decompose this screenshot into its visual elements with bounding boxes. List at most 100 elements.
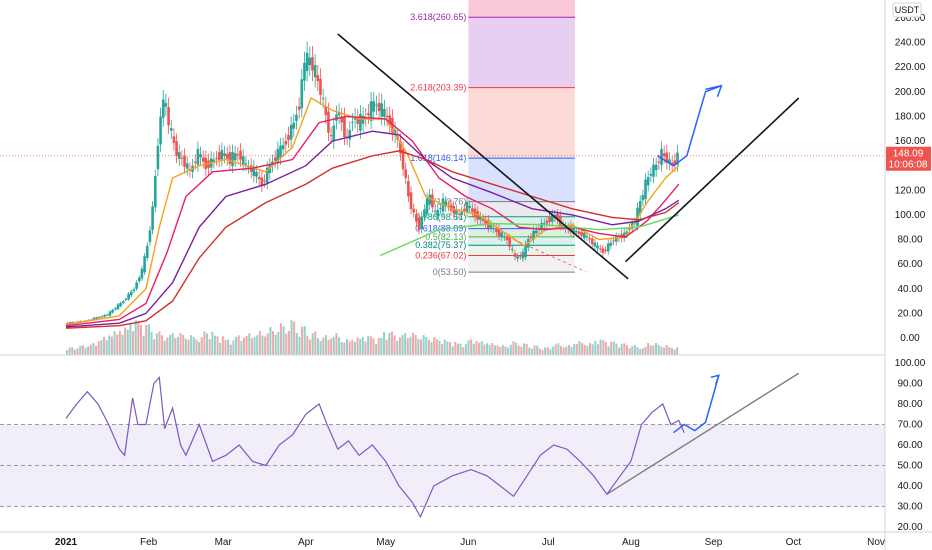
candle-body[interactable]: [460, 211, 463, 215]
candle-body[interactable]: [327, 111, 330, 133]
candle-body[interactable]: [225, 154, 229, 159]
price-projection-arrow[interactable]: [657, 84, 722, 167]
candle-body[interactable]: [180, 157, 184, 159]
candle-body[interactable]: [534, 230, 538, 234]
candle-body[interactable]: [140, 268, 144, 279]
candle-body[interactable]: [177, 152, 181, 159]
candle-body[interactable]: [153, 176, 157, 208]
candle-body[interactable]: [161, 99, 165, 118]
candle-body[interactable]: [548, 217, 551, 222]
candle-body[interactable]: [444, 201, 447, 207]
candle-body[interactable]: [172, 136, 176, 143]
candle-body[interactable]: [431, 194, 434, 208]
candle-body[interactable]: [148, 230, 152, 242]
candle-body[interactable]: [604, 249, 607, 251]
candle-body[interactable]: [606, 243, 610, 252]
candle-body[interactable]: [476, 211, 479, 220]
candle-body[interactable]: [321, 98, 325, 100]
candle-body[interactable]: [135, 282, 138, 289]
candle-body[interactable]: [289, 124, 293, 140]
candle-body[interactable]: [492, 227, 495, 229]
moving-average-line[interactable]: [65, 96, 680, 326]
candle-body[interactable]: [233, 153, 237, 161]
candle-body[interactable]: [303, 62, 306, 81]
candle-body[interactable]: [638, 200, 642, 214]
candle-body[interactable]: [241, 156, 245, 165]
candle-body[interactable]: [319, 78, 322, 96]
candle-body[interactable]: [415, 214, 418, 222]
candle-body[interactable]: [545, 220, 549, 224]
candle-body[interactable]: [369, 101, 373, 121]
candle-body[interactable]: [409, 192, 413, 210]
candle-body[interactable]: [425, 198, 429, 214]
candle-body[interactable]: [127, 293, 130, 300]
rsi-pane[interactable]: [0, 372, 885, 519]
candle-body[interactable]: [598, 248, 602, 250]
candle-body[interactable]: [66, 322, 69, 324]
candle-body[interactable]: [436, 210, 439, 216]
candle-body[interactable]: [524, 244, 527, 258]
candle-body[interactable]: [295, 114, 298, 121]
candle-body[interactable]: [361, 115, 365, 124]
candle-body[interactable]: [479, 216, 482, 220]
candle-body[interactable]: [129, 291, 133, 296]
candle-body[interactable]: [71, 322, 74, 324]
candle-body[interactable]: [156, 145, 160, 170]
candle-body[interactable]: [471, 208, 474, 212]
candle-body[interactable]: [175, 141, 178, 156]
candle-body[interactable]: [204, 157, 208, 170]
candle-body[interactable]: [287, 134, 290, 141]
candle-body[interactable]: [489, 225, 493, 228]
candle-body[interactable]: [550, 214, 554, 222]
candle-body[interactable]: [308, 57, 312, 66]
candle-body[interactable]: [375, 104, 378, 106]
candle-body[interactable]: [513, 253, 517, 257]
candle-body[interactable]: [665, 152, 669, 163]
candle-body[interactable]: [105, 314, 109, 316]
candle-body[interactable]: [263, 180, 266, 182]
candle-body[interactable]: [255, 171, 258, 177]
candle-body[interactable]: [257, 177, 261, 180]
candle-body[interactable]: [500, 232, 503, 238]
candle-body[interactable]: [279, 145, 282, 158]
candle-body[interactable]: [111, 309, 114, 313]
candle-body[interactable]: [372, 101, 376, 112]
candle-body[interactable]: [367, 113, 370, 116]
candle-body[interactable]: [284, 140, 288, 145]
candle-body[interactable]: [201, 157, 205, 162]
candle-body[interactable]: [340, 116, 344, 123]
candle-body[interactable]: [324, 105, 328, 115]
candle-body[interactable]: [652, 164, 655, 177]
candle-body[interactable]: [505, 236, 509, 241]
candle-body[interactable]: [351, 121, 354, 123]
candle-body[interactable]: [68, 322, 72, 324]
candle-body[interactable]: [385, 116, 389, 118]
candle-body[interactable]: [159, 116, 162, 145]
candle-body[interactable]: [124, 298, 128, 301]
candle-body[interactable]: [228, 152, 232, 164]
candle-body[interactable]: [668, 159, 671, 164]
moving-average-line[interactable]: [65, 115, 680, 327]
candle-body[interactable]: [343, 116, 346, 138]
candle-body[interactable]: [223, 153, 226, 157]
candle-body[interactable]: [585, 235, 589, 238]
candle-body[interactable]: [108, 311, 112, 316]
candle-body[interactable]: [582, 232, 586, 239]
candle-body[interactable]: [521, 251, 525, 259]
candle-body[interactable]: [457, 213, 461, 215]
candle-body[interactable]: [388, 115, 392, 126]
candle-body[interactable]: [297, 106, 301, 110]
candle-body[interactable]: [348, 130, 352, 140]
candle-body[interactable]: [428, 194, 432, 205]
candle-body[interactable]: [103, 314, 106, 317]
candle-body[interactable]: [609, 242, 613, 246]
candle-body[interactable]: [590, 238, 594, 245]
candle-body[interactable]: [132, 289, 136, 292]
candle-body[interactable]: [311, 57, 314, 71]
candle-body[interactable]: [137, 277, 141, 282]
candle-body[interactable]: [503, 236, 506, 238]
candle-body[interactable]: [377, 102, 381, 112]
rsi-projection-arrow[interactable]: [673, 375, 720, 434]
candle-body[interactable]: [383, 108, 386, 117]
candle-body[interactable]: [199, 154, 202, 158]
